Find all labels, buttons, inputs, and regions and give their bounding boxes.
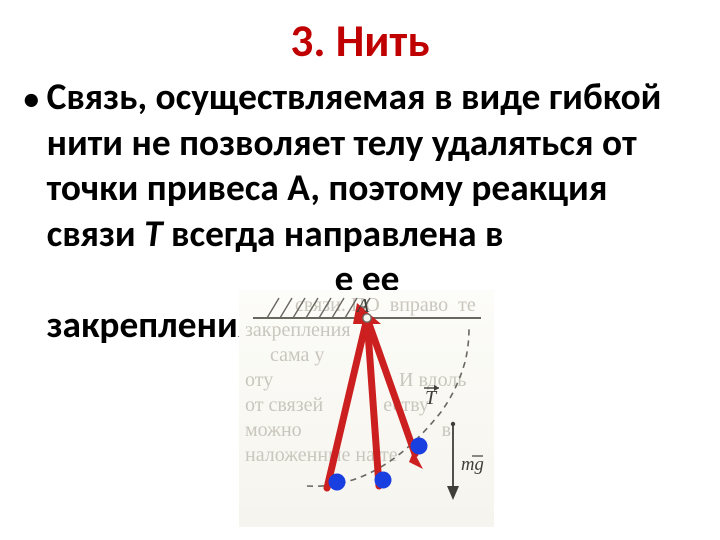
- body-italic-T: Т: [144, 211, 162, 257]
- svg-text:mg: mg: [461, 454, 484, 475]
- slide: 3. Нить • Связь, осуществляемая в виде г…: [0, 14, 720, 540]
- slide-title: 3. Нить: [0, 14, 720, 69]
- diagram-svg: A Tmg: [239, 290, 494, 527]
- body-post2: закрепления.: [47, 302, 267, 348]
- body-post1: всегда направлена в: [163, 211, 504, 257]
- svg-text:A: A: [355, 295, 370, 317]
- svg-text:T: T: [425, 387, 438, 409]
- diagram-thread: связи. ПО вправо тезакрепления сама уоту…: [239, 290, 494, 527]
- bullet-icon: •: [22, 81, 41, 118]
